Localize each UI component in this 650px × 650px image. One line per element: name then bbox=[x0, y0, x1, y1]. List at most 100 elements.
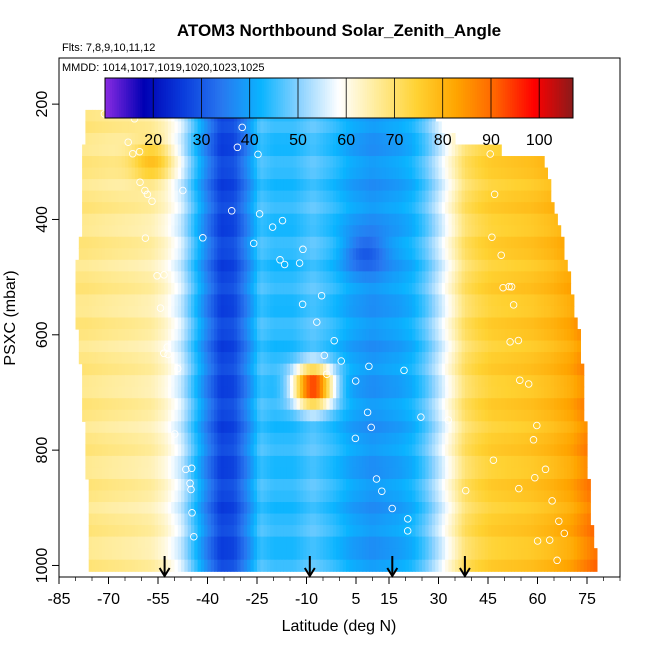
heatmap-cell bbox=[438, 478, 443, 492]
heatmap-cell bbox=[346, 259, 350, 272]
heatmap-cell bbox=[514, 363, 519, 376]
heatmap-cell bbox=[158, 259, 162, 272]
heatmap-cell bbox=[382, 236, 387, 249]
heatmap-cell bbox=[405, 317, 410, 330]
heatmap-cell bbox=[326, 329, 331, 342]
heatmap-cell bbox=[540, 248, 545, 261]
heatmap-cell bbox=[299, 202, 304, 215]
heatmap-cell bbox=[131, 190, 136, 203]
heatmap-cell bbox=[92, 294, 96, 307]
heatmap-cell bbox=[263, 294, 268, 307]
heatmap-cell bbox=[431, 317, 436, 330]
heatmap-cell bbox=[369, 375, 374, 388]
heatmap-cell bbox=[428, 213, 433, 226]
heatmap-cell bbox=[448, 352, 453, 365]
heatmap-cell bbox=[88, 271, 93, 284]
heatmap-cell bbox=[342, 398, 347, 411]
heatmap-cell bbox=[207, 363, 212, 376]
heatmap-cell bbox=[379, 282, 383, 296]
heatmap-cell bbox=[428, 467, 433, 480]
heatmap-cell bbox=[303, 363, 308, 376]
heatmap-cell bbox=[494, 282, 499, 296]
heatmap-cell bbox=[306, 190, 311, 203]
heatmap-cell bbox=[138, 398, 143, 411]
heatmap-cell bbox=[200, 490, 205, 503]
heatmap-cell bbox=[514, 340, 519, 353]
heatmap-cell bbox=[418, 132, 423, 146]
heatmap-cell bbox=[365, 478, 370, 492]
heatmap-cell bbox=[544, 363, 548, 376]
heatmap-cell bbox=[392, 225, 397, 238]
heatmap-cell bbox=[441, 317, 446, 330]
heatmap-cell bbox=[293, 467, 298, 480]
heatmap-cell bbox=[280, 421, 284, 434]
heatmap-cell bbox=[398, 167, 403, 180]
heatmap-cell bbox=[550, 236, 555, 249]
heatmap-cell bbox=[313, 398, 317, 411]
heatmap-cell bbox=[395, 202, 400, 215]
heatmap-cell bbox=[412, 213, 416, 226]
heatmap-cell bbox=[134, 340, 139, 353]
heatmap-cell bbox=[158, 432, 162, 445]
heatmap-cell bbox=[121, 421, 126, 434]
heatmap-cell bbox=[448, 236, 453, 249]
heatmap-cell bbox=[362, 132, 367, 146]
heatmap-cell bbox=[138, 156, 143, 169]
heatmap-cell bbox=[395, 179, 400, 192]
heatmap-cell bbox=[230, 225, 235, 238]
heatmap-cell bbox=[303, 409, 308, 422]
heatmap-cell bbox=[329, 132, 334, 146]
heatmap-cell bbox=[224, 259, 228, 272]
heatmap-cell bbox=[359, 271, 364, 284]
heatmap-cell bbox=[537, 444, 542, 457]
heatmap-cell bbox=[398, 144, 403, 157]
heatmap-cell bbox=[491, 190, 496, 203]
heatmap-cell bbox=[455, 398, 459, 411]
heatmap-cell bbox=[451, 156, 456, 169]
heatmap-cell bbox=[431, 363, 436, 376]
heatmap-cell bbox=[253, 144, 258, 157]
heatmap-cell bbox=[95, 109, 100, 123]
heatmap-cell bbox=[240, 282, 245, 296]
heatmap-cell bbox=[501, 259, 506, 272]
heatmap-cell bbox=[257, 121, 261, 134]
heatmap-cell bbox=[154, 432, 159, 445]
heatmap-cell bbox=[501, 329, 506, 342]
heatmap-cell bbox=[524, 225, 529, 238]
heatmap-cell bbox=[243, 375, 248, 388]
heatmap-cell bbox=[389, 167, 393, 180]
heatmap-cell bbox=[474, 202, 479, 215]
heatmap-cell bbox=[237, 190, 242, 203]
heatmap-cell bbox=[92, 490, 96, 503]
heatmap-cell bbox=[544, 386, 548, 399]
heatmap-cell bbox=[497, 236, 502, 249]
heatmap-cell bbox=[171, 121, 176, 134]
heatmap-cell bbox=[530, 432, 535, 445]
heatmap-cell bbox=[115, 340, 119, 353]
heatmap-cell bbox=[372, 490, 377, 503]
heatmap-cell bbox=[115, 467, 119, 480]
heatmap-cell bbox=[144, 409, 149, 422]
heatmap-cell bbox=[131, 317, 136, 330]
heatmap-cell bbox=[131, 294, 136, 307]
heatmap-cell bbox=[220, 248, 225, 261]
heatmap-cell bbox=[408, 225, 413, 238]
heatmap-cell bbox=[128, 340, 133, 353]
heatmap-cell bbox=[227, 282, 232, 296]
heatmap-cell bbox=[144, 444, 149, 457]
heatmap-cell bbox=[326, 225, 331, 238]
heatmap-cell bbox=[313, 248, 317, 261]
heatmap-cell bbox=[438, 259, 443, 272]
heatmap-cell bbox=[273, 167, 278, 180]
heatmap-cell bbox=[412, 386, 416, 399]
heatmap-cell bbox=[461, 294, 466, 307]
heatmap-cell bbox=[514, 271, 519, 284]
heatmap-cell bbox=[290, 421, 294, 434]
heatmap-cell bbox=[570, 478, 575, 492]
heatmap-cell bbox=[115, 490, 119, 503]
heatmap-cell bbox=[240, 363, 245, 376]
heatmap-cell bbox=[422, 398, 426, 411]
heatmap-cell bbox=[115, 282, 119, 296]
heatmap-cell bbox=[336, 421, 341, 434]
heatmap-cell bbox=[224, 202, 228, 215]
